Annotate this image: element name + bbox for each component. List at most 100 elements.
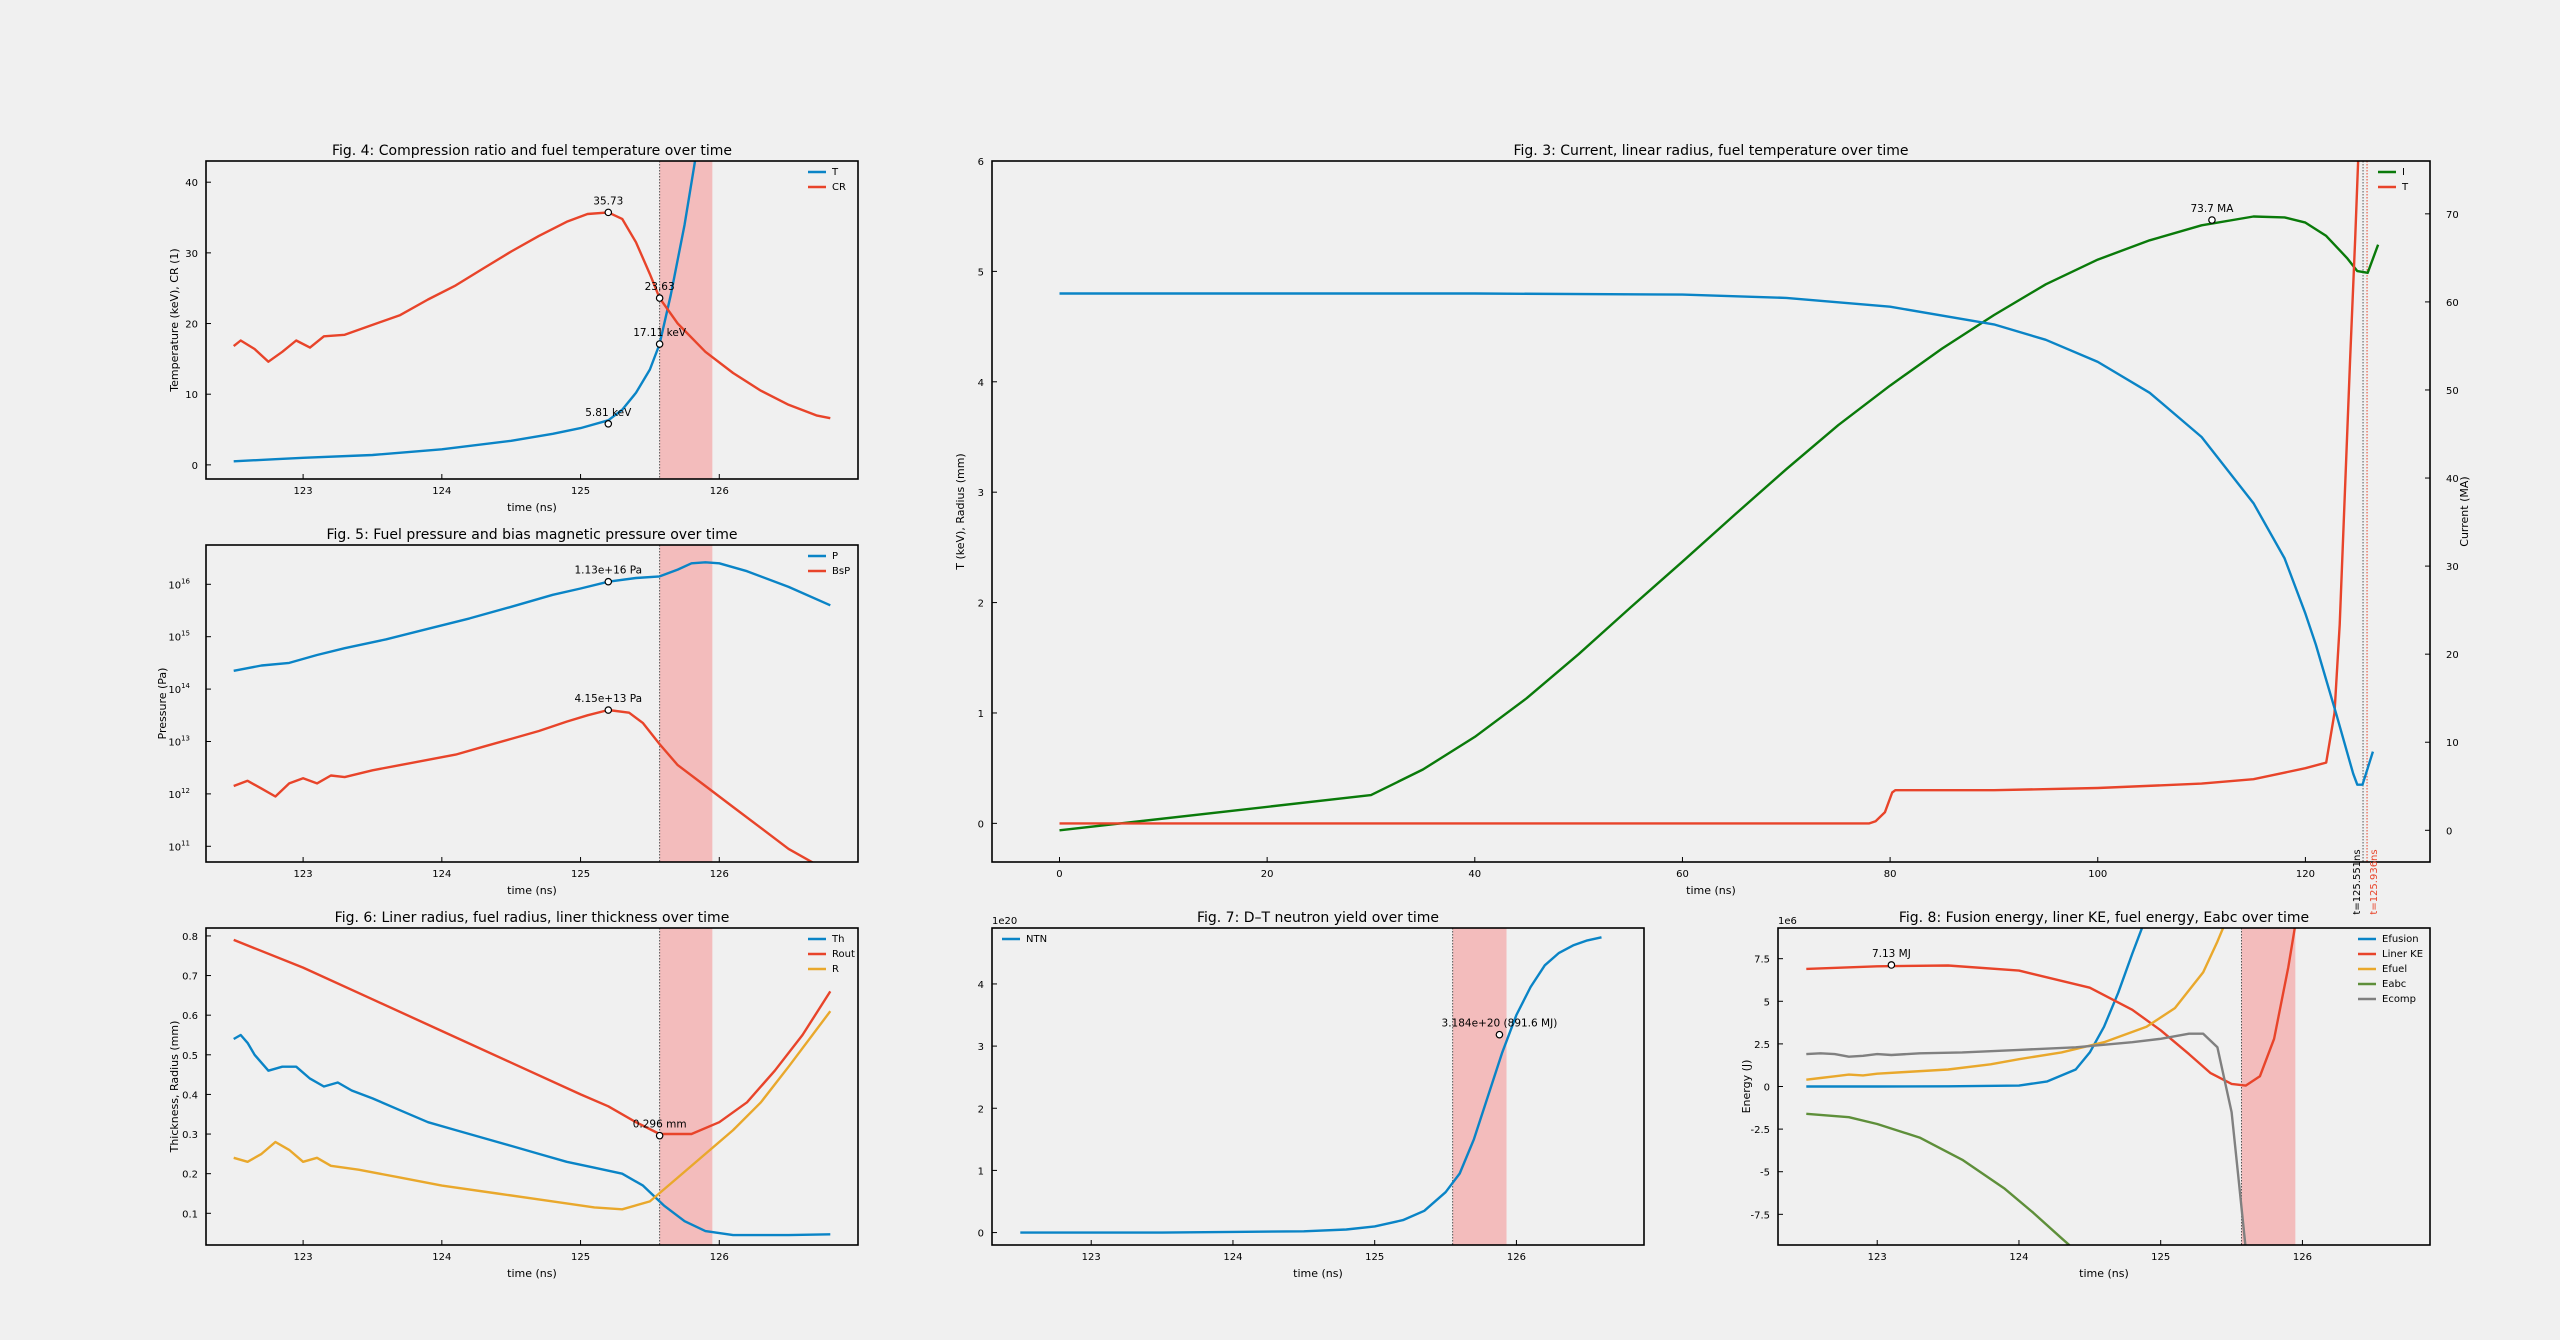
y-axis-label: Thickness, Radius (mm) [168, 1021, 181, 1154]
y-axis-label: Energy (J) [1740, 1060, 1753, 1114]
chart-fig5: 1.13e+16 Pa 4.15e+13 Pa 123 124 125 126 1011 10… [156, 527, 859, 897]
y-tick-label: 0 [978, 1229, 984, 1240]
y-tick-label: 5 [978, 267, 984, 278]
chart-fig4: 35.73 23.63 17.11 keV 5.81 keV 123 124 125 126 0… [168, 143, 859, 514]
y2-tick-label: 0 [2446, 826, 2452, 837]
y-axis-label: Temperature (keV), CR (1) [168, 248, 181, 392]
data-point-marker [655, 340, 664, 348]
y-tick-label: 0.4 [182, 1090, 198, 1101]
y-tick-label: 0.6 [182, 1011, 198, 1022]
data-label: 7.13 MJ [1872, 948, 1911, 960]
axes-frame [205, 544, 859, 863]
chart-fig7: 3.184e+20 (891.6 MJ)123 124 125 126012341e2… [978, 910, 1645, 1280]
x-tick-label: 60 [1676, 869, 1689, 880]
series-line-r [233, 1010, 832, 1211]
x-axis-label: time (ns) [507, 501, 557, 514]
data-label: 4.15e+13 Pa [574, 693, 642, 705]
y-tick-label: 4 [978, 980, 984, 991]
y-tick-label: 2.5 [1754, 1040, 1770, 1051]
y-axis-label: T (keV), Radius (mm) [954, 453, 967, 570]
x-tick-label: 126 [710, 486, 729, 497]
y2-tick-label: 60 [2446, 298, 2459, 309]
x-axis-label: time (ns) [1293, 1267, 1343, 1280]
x-tick-label: 126 [2293, 1252, 2312, 1263]
data-point-marker [604, 420, 613, 428]
y-tick-label: 2 [978, 1104, 984, 1115]
vline-time-label: t=125.936ns [2369, 849, 2380, 914]
legend-label: I [2402, 167, 2405, 178]
series-line-ntn [1020, 936, 1602, 1234]
chart-fig8: 7.13 MJ 123 124 125 126 -7.5 -5 -2.5 0 2.5 5 7.5 1e6… [1740, 910, 2431, 1280]
x-tick-label: 124 [432, 1252, 451, 1263]
axes-frame [205, 160, 859, 480]
y-tick-label: 0.7 [182, 972, 198, 983]
legend-label: Eabc [2382, 979, 2406, 990]
legend: T CR [808, 167, 846, 193]
x-tick-label: 124 [1223, 1252, 1242, 1263]
legend-label: Ecomp [2382, 994, 2416, 1005]
y2-axis-label: Current (MA) [2458, 476, 2471, 546]
shaded-region [1452, 928, 1507, 1245]
series-line-t [233, 161, 697, 463]
data-point-marker [604, 577, 613, 586]
data-label: 35.73 [593, 195, 623, 207]
chart-title: Fig. 8: Fusion energy, liner KE, fuel en… [1899, 910, 2309, 926]
y-tick-label: 0.3 [182, 1130, 198, 1141]
axes-frame [205, 927, 859, 1246]
axis-offset-label: 1e6 [1778, 916, 1797, 927]
y-tick-label: 1 [978, 1166, 984, 1177]
x-tick-label: 120 [2296, 869, 2315, 880]
chart-title: Fig. 6: Liner radius, fuel radius, liner… [335, 910, 730, 926]
y-tick-label: 3 [978, 1042, 984, 1053]
axis-offset-label: 1e20 [992, 916, 1017, 927]
data-label: 5.81 keV [585, 407, 632, 419]
x-axis-label: time (ns) [2079, 1267, 2129, 1280]
y-tick-label: 0 [978, 819, 984, 830]
data-point-marker [604, 208, 613, 217]
series-line-radius [1059, 292, 2375, 786]
x-axis-label: time (ns) [1686, 884, 1736, 897]
y-tick-label: 3 [978, 488, 984, 499]
y-tick-label: 20 [185, 320, 198, 331]
legend-label: T [831, 167, 839, 178]
series-line-rout [233, 938, 832, 1136]
x-tick-label: 123 [1082, 1252, 1101, 1263]
series-line-efusion [1806, 928, 2144, 1088]
data-label: 23.63 [645, 281, 675, 293]
data-label: 17.11 keV [633, 327, 687, 339]
y2-tick-label: 20 [2446, 650, 2459, 661]
y-tick-label: 0 [192, 461, 198, 472]
x-tick-label: 100 [2088, 869, 2107, 880]
series-line-t [1059, 161, 2360, 825]
y2-tick-label: 40 [2446, 474, 2459, 485]
shaded-region [659, 161, 713, 479]
y-tick-label: 2 [978, 599, 984, 610]
data-label: 1.13e+16 Pa [574, 565, 642, 577]
legend-label: Th [831, 934, 844, 945]
axes-frame [991, 927, 1645, 1246]
data-label: 0.296 mm [633, 1119, 687, 1131]
vline-time-label: t=125.551ns [2352, 849, 2363, 914]
legend-label: NTN [1026, 934, 1047, 945]
y-tick-label: 1016 [168, 577, 190, 591]
series-line-ecomp [1806, 1032, 2247, 1245]
y-tick-label: 40 [185, 178, 198, 189]
data-point-marker [1495, 1030, 1504, 1039]
x-tick-label: 124 [432, 869, 451, 880]
shaded-region [659, 928, 713, 1245]
x-tick-label: 125 [1365, 1252, 1384, 1263]
data-point-marker [2208, 216, 2216, 224]
y-tick-label: 5 [1764, 997, 1770, 1008]
y-tick-label: 4 [978, 378, 984, 389]
x-tick-label: 126 [1507, 1252, 1526, 1263]
data-point-marker [1887, 961, 1896, 969]
x-tick-label: 80 [1884, 869, 1897, 880]
x-axis-label: time (ns) [507, 1267, 557, 1280]
data-point-marker [655, 1131, 664, 1140]
x-axis-label: time (ns) [507, 884, 557, 897]
chart-fig6: 0.296 mm 123 124 125 126 0.1 0.2 0.3 0.4 0.5 0.6 0.… [168, 910, 859, 1280]
data-point-marker [655, 294, 664, 302]
y-tick-label: 1014 [168, 682, 190, 696]
chart-title: Fig. 7: D–T neutron yield over time [1197, 910, 1439, 926]
